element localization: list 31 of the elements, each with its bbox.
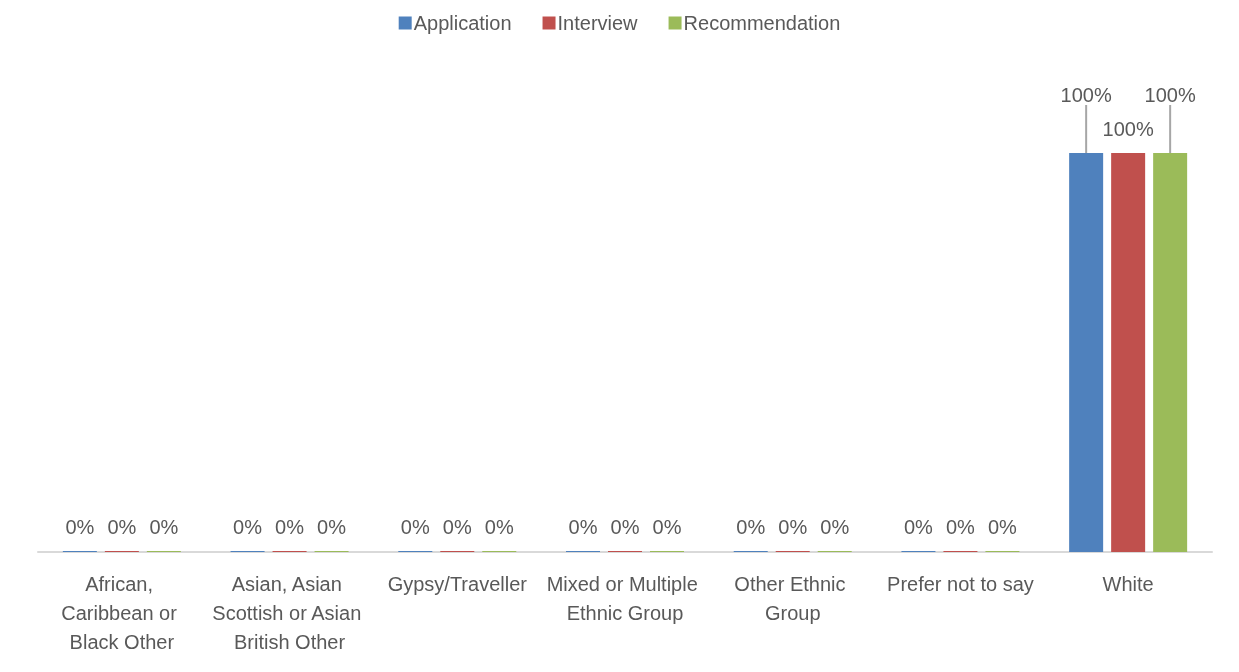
x-tick-label: Asian, Asian Scottish or Asian British Other: [212, 572, 367, 653]
data-label: 0%: [400, 516, 430, 538]
data-label: 0%: [903, 516, 934, 538]
data-label: 100%: [1144, 84, 1196, 106]
data-label: 0%: [736, 516, 766, 538]
x-tick-label: Prefer not to say: [887, 572, 1034, 595]
data-label: 0%: [442, 516, 472, 538]
legend-label: Application: [413, 12, 512, 34]
data-label: 0%: [945, 516, 976, 538]
legend-label: Recommendation: [683, 12, 841, 34]
legend-label: Interview: [557, 12, 639, 34]
x-tick-label: African, Caribbean or Black Other: [61, 572, 183, 653]
data-label: 0%: [778, 516, 808, 538]
data-label: 0%: [317, 516, 347, 538]
data-label: 0%: [149, 516, 179, 538]
data-label: 0%: [610, 516, 640, 538]
data-label: 100%: [1060, 84, 1112, 106]
data-label: 0%: [484, 516, 514, 538]
data-label: 0%: [652, 516, 682, 538]
data-label: 0%: [107, 516, 137, 538]
x-tick-label: Mixed or Multiple Ethnic Group: [546, 572, 704, 624]
x-tick-label: Gypsy/Traveller: [387, 572, 528, 595]
data-label: 0%: [65, 516, 95, 538]
data-label: 0%: [233, 516, 263, 538]
data-label: 0%: [987, 516, 1018, 538]
data-label: 0%: [275, 516, 305, 538]
data-label: 0%: [820, 516, 850, 538]
data-label: 100%: [1102, 118, 1154, 140]
data-label: 0%: [568, 516, 598, 538]
x-tick-label: Other Ethnic Group: [734, 572, 852, 624]
x-tick-label: White: [1102, 572, 1154, 595]
